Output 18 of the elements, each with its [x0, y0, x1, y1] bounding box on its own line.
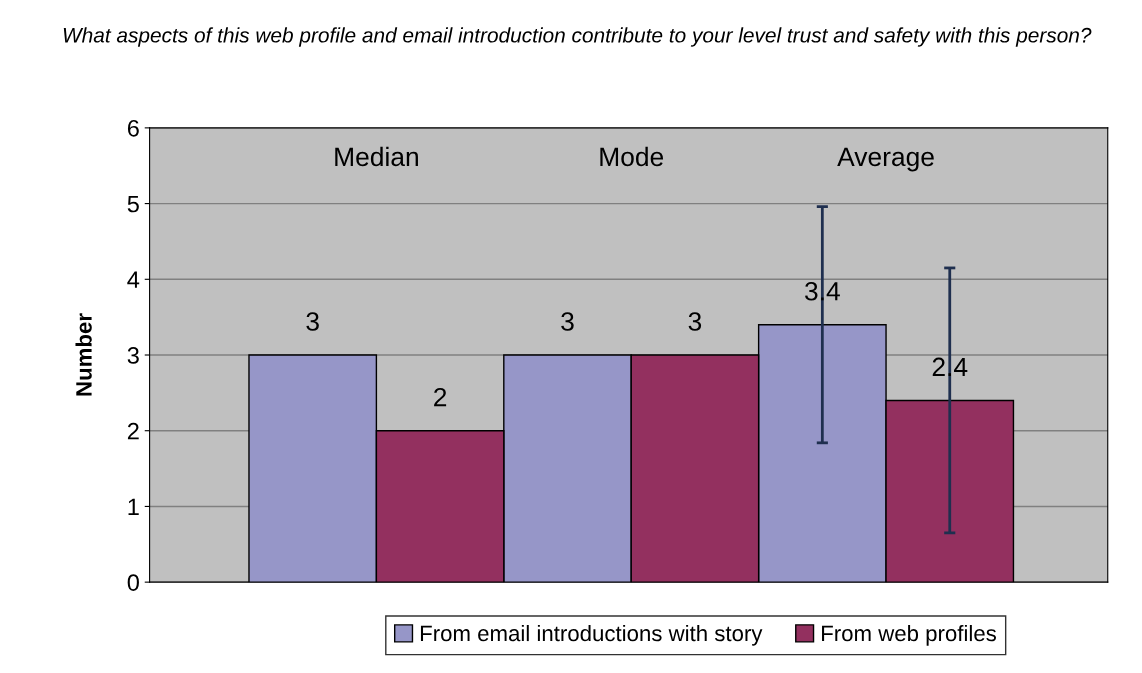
y-tick-label: 6 — [127, 119, 139, 137]
y-tick-label: 0 — [127, 574, 139, 591]
x-tick-label: Average — [837, 147, 934, 172]
data-label: 3 — [306, 312, 319, 331]
data-label: 3 — [688, 312, 702, 331]
y-tick-label: 1 — [128, 498, 139, 515]
data-label: 2 — [434, 387, 447, 407]
chart-title: What aspects of this web profile and email introduction contribute to your level trust and safety with this person? — [63, 27, 1092, 47]
y-tick-label: 5 — [127, 195, 139, 213]
y-tick-label: 4 — [127, 271, 140, 288]
y-axis-title: Number — [75, 313, 92, 396]
y-tick-label: 3 — [127, 347, 139, 364]
legend-label: From email introductions with story — [420, 624, 763, 646]
data-label: 3 — [561, 312, 574, 331]
y-tick-label: 2 — [127, 422, 139, 440]
x-tick-label: Median — [335, 146, 418, 167]
x-tick-label: Mode — [600, 146, 664, 167]
legend-label: From web profiles — [822, 624, 996, 646]
